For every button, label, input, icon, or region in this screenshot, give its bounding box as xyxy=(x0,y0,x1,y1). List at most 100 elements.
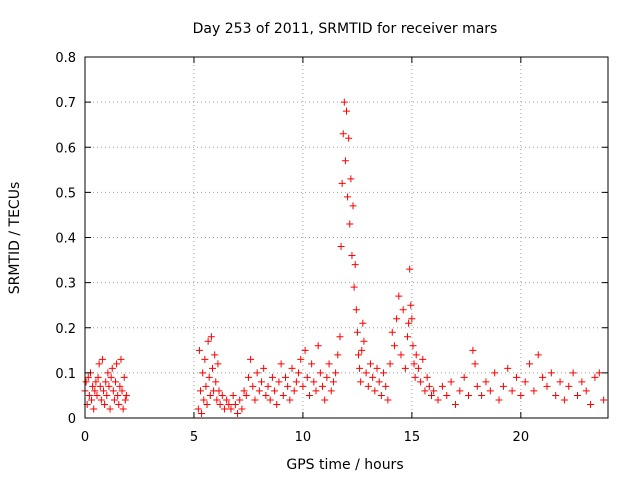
data-point xyxy=(119,405,127,413)
data-point xyxy=(595,369,603,377)
data-point xyxy=(384,396,392,404)
data-point xyxy=(349,202,357,210)
data-point xyxy=(419,355,427,363)
data-point xyxy=(286,396,294,404)
data-point xyxy=(362,369,370,377)
data-point xyxy=(414,364,422,372)
data-point xyxy=(451,400,459,408)
data-point xyxy=(425,382,433,390)
data-point xyxy=(380,369,388,377)
data-point xyxy=(347,175,355,183)
data-point xyxy=(395,292,403,300)
data-point xyxy=(238,405,246,413)
data-point xyxy=(247,355,255,363)
y-tick-label: 0.4 xyxy=(55,232,76,247)
data-point xyxy=(565,382,573,390)
data-point xyxy=(88,396,96,404)
data-point xyxy=(360,337,368,345)
data-point xyxy=(366,360,374,368)
data-point xyxy=(201,355,209,363)
data-point xyxy=(404,333,412,341)
data-point xyxy=(504,364,512,372)
data-point xyxy=(465,391,473,399)
data-point xyxy=(443,391,451,399)
data-point xyxy=(301,346,309,354)
data-point xyxy=(417,378,425,386)
data-point xyxy=(195,346,203,354)
data-point xyxy=(530,387,538,395)
data-point xyxy=(229,391,237,399)
data-point xyxy=(371,387,379,395)
data-point xyxy=(369,373,377,381)
data-point xyxy=(401,364,409,372)
data-point xyxy=(323,373,331,381)
data-point xyxy=(356,364,364,372)
data-point xyxy=(578,378,586,386)
data-point xyxy=(495,396,503,404)
grid-lines xyxy=(85,57,608,418)
data-point xyxy=(587,400,595,408)
data-point xyxy=(343,107,350,115)
data-point xyxy=(386,360,394,368)
data-point xyxy=(94,373,102,381)
data-point xyxy=(288,364,296,372)
data-point xyxy=(220,405,228,413)
data-point xyxy=(303,373,311,381)
data-point xyxy=(120,373,128,381)
y-axis-label: SRMTID / TECUs xyxy=(7,182,23,295)
data-point xyxy=(478,391,486,399)
y-tick-label: 0.8 xyxy=(55,51,76,66)
data-point xyxy=(200,396,208,404)
y-tick-label: 0.1 xyxy=(55,367,76,382)
data-point xyxy=(327,387,335,395)
data-point xyxy=(600,396,608,404)
data-point xyxy=(295,369,303,377)
data-point xyxy=(348,252,356,260)
data-point xyxy=(215,387,223,395)
chart-title: Day 253 of 2011, SRMTID for receiver mar… xyxy=(193,21,498,37)
data-point xyxy=(258,378,266,386)
data-point xyxy=(100,387,108,395)
data-point xyxy=(98,355,106,363)
data-point xyxy=(103,391,111,399)
data-point xyxy=(118,387,126,395)
data-point xyxy=(382,382,390,390)
data-point xyxy=(242,391,250,399)
y-tick-label: 0.6 xyxy=(55,141,76,156)
data-point xyxy=(251,396,259,404)
data-point xyxy=(212,378,220,386)
data-point xyxy=(569,369,577,377)
data-point xyxy=(223,396,231,404)
data-point xyxy=(447,378,455,386)
data-point xyxy=(97,396,105,404)
data-point xyxy=(346,220,354,228)
data-point xyxy=(423,373,431,381)
data-point xyxy=(397,351,405,359)
data-point xyxy=(312,387,320,395)
data-point xyxy=(240,387,248,395)
x-tick-label: 0 xyxy=(81,430,89,445)
data-point xyxy=(213,396,221,404)
x-tick-label: 20 xyxy=(513,430,530,445)
data-point xyxy=(202,382,210,390)
data-point xyxy=(244,373,252,381)
data-point xyxy=(264,382,272,390)
data-point xyxy=(399,306,407,314)
data-point xyxy=(491,369,499,377)
data-point xyxy=(316,369,324,377)
data-point xyxy=(357,378,365,386)
data-point xyxy=(350,283,358,291)
data-point xyxy=(319,382,327,390)
data-point xyxy=(340,98,348,106)
data-point xyxy=(460,373,468,381)
data-point xyxy=(102,378,110,386)
data-point xyxy=(105,382,113,390)
data-point xyxy=(113,360,121,368)
data-point xyxy=(325,360,333,368)
data-point xyxy=(339,130,347,138)
data-point xyxy=(405,319,413,327)
data-point xyxy=(539,373,547,381)
data-point xyxy=(456,387,464,395)
data-point xyxy=(109,387,117,395)
